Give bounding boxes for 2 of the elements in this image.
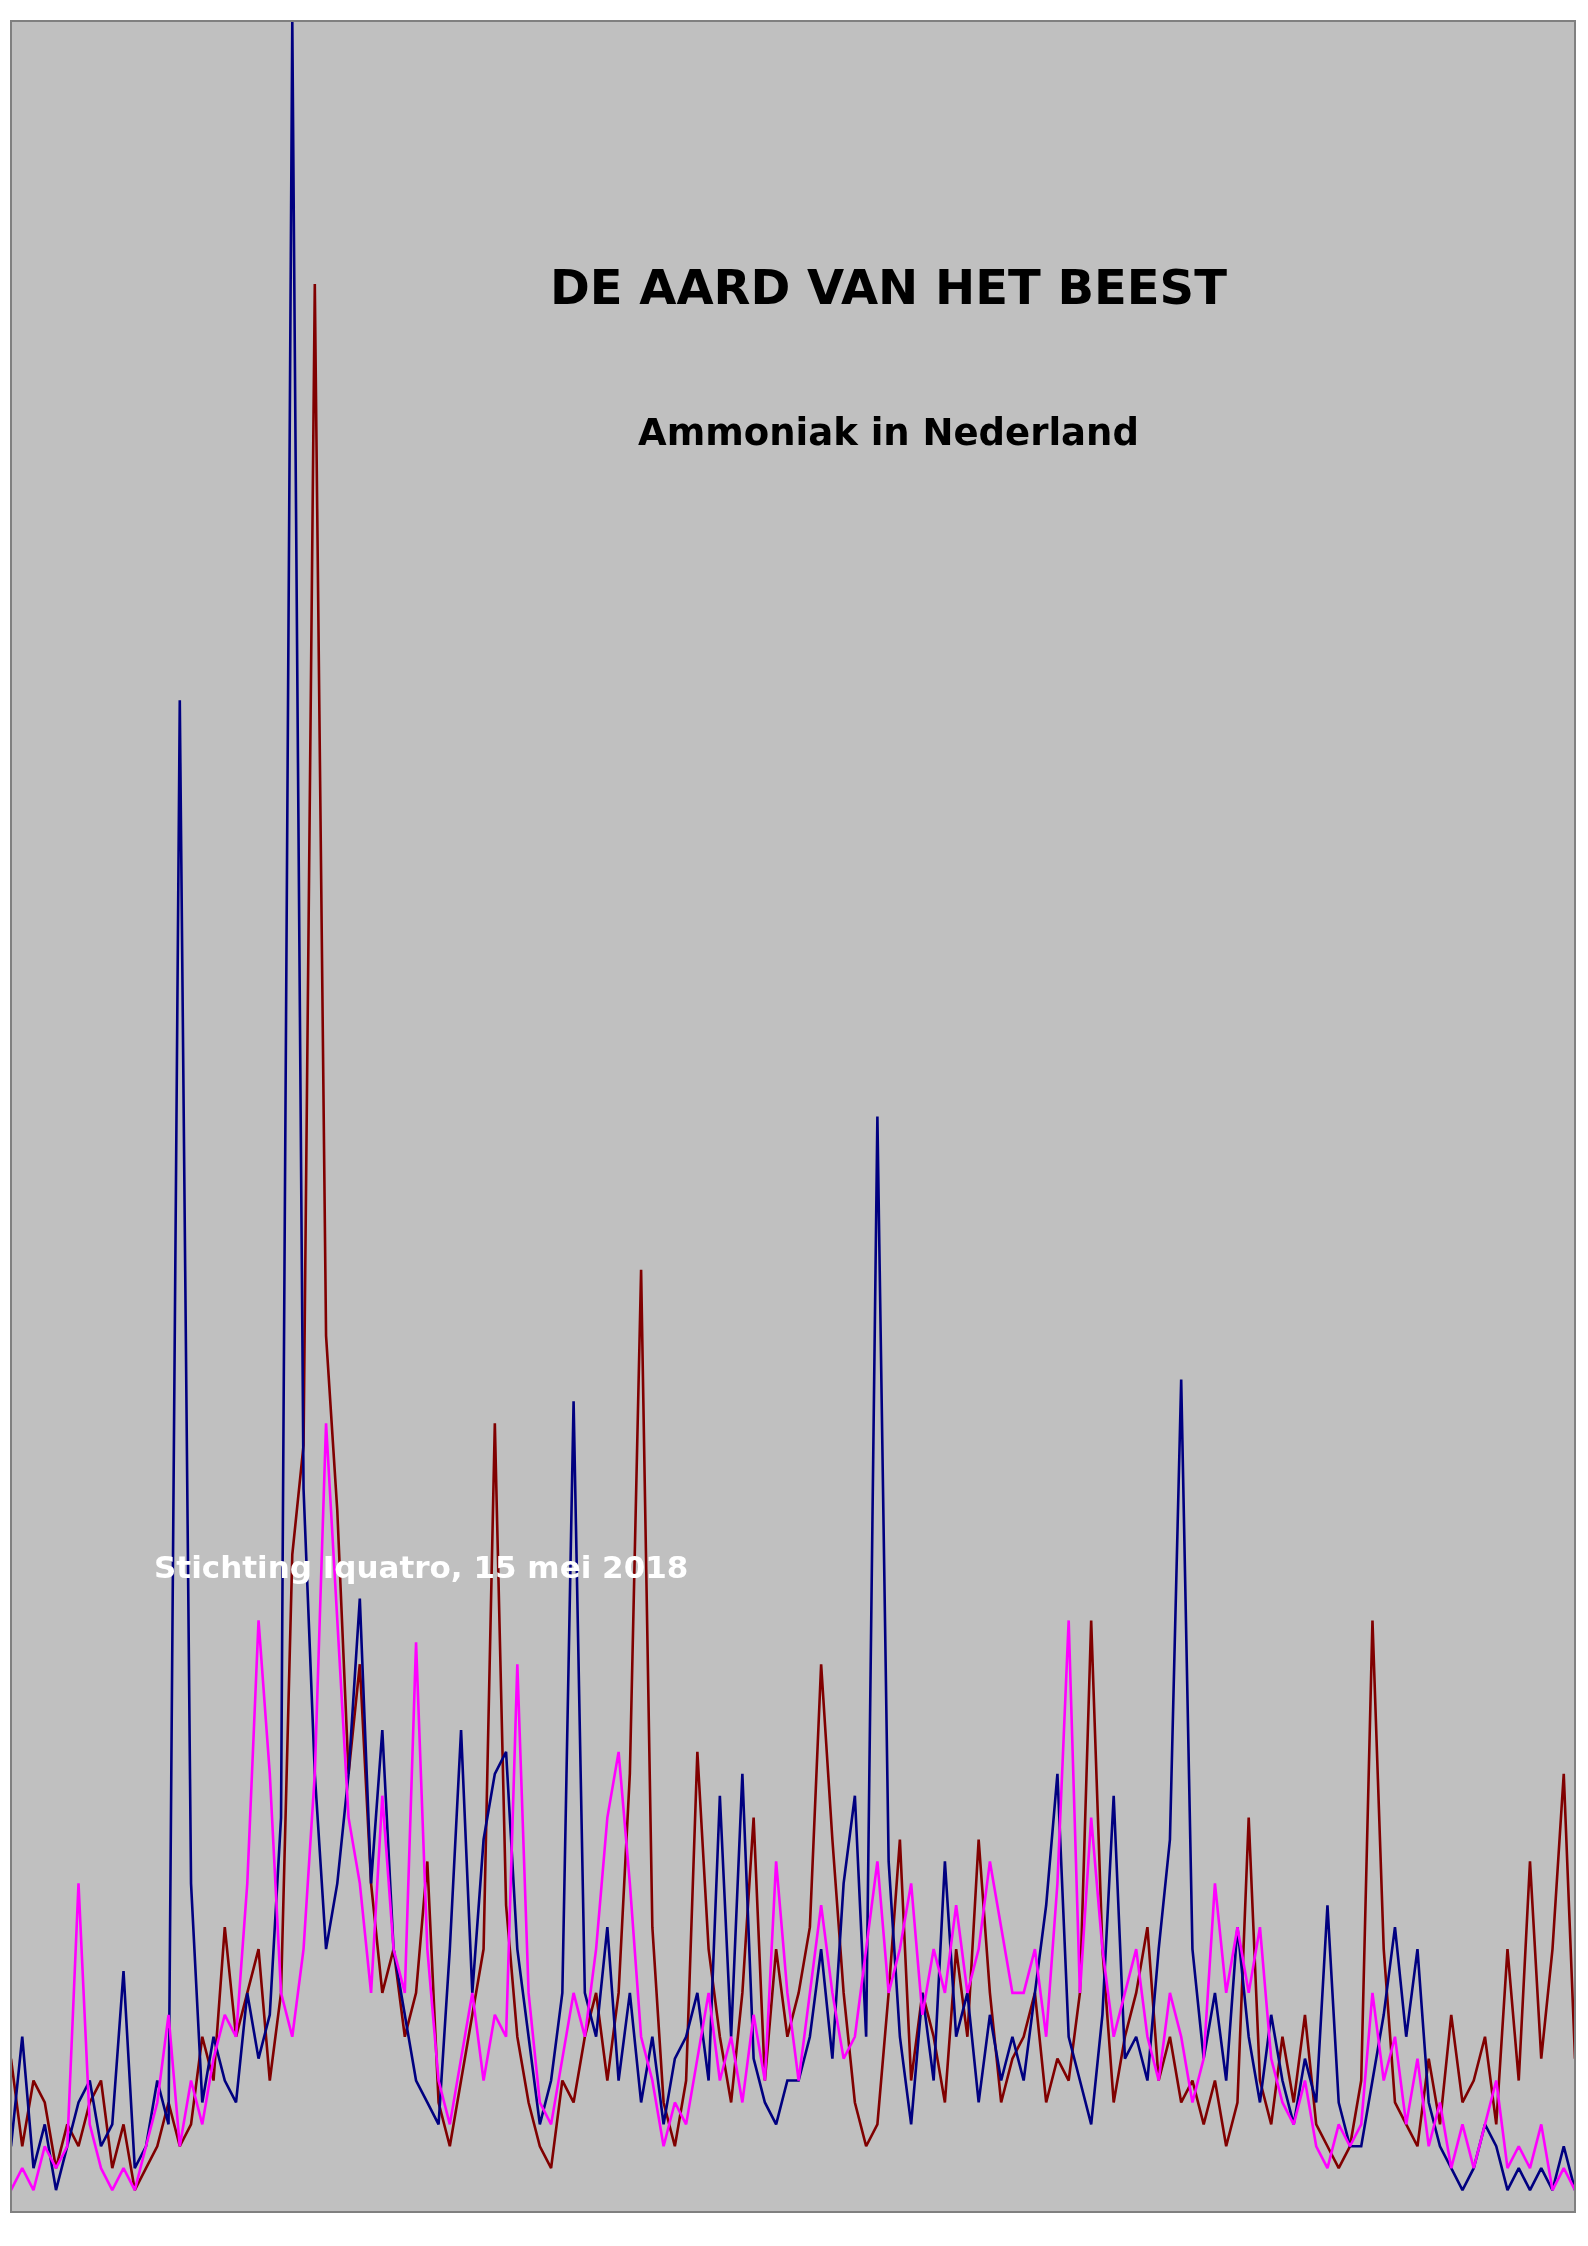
text: DE AARD VAN HET BEEST — [549, 258, 1228, 315]
text: Ammoniak in Nederland — [638, 411, 1139, 454]
